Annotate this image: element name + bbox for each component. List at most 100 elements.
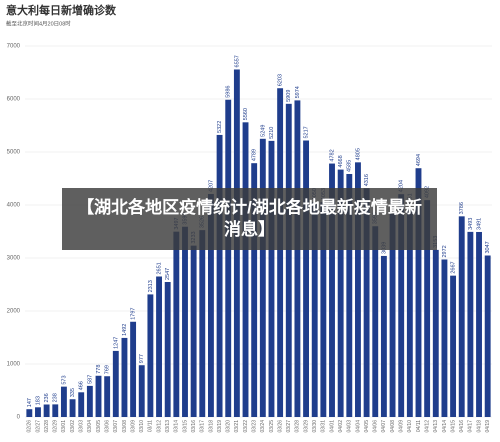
x-tick-label: 03/15 bbox=[182, 420, 188, 433]
bar-value-label: 769 bbox=[105, 365, 111, 374]
x-tick-label: 02/28 bbox=[44, 420, 50, 433]
bar bbox=[112, 350, 119, 417]
bar-value-label: 6203 bbox=[278, 74, 284, 86]
bar bbox=[182, 226, 188, 417]
bar bbox=[329, 163, 335, 417]
bar-value-label: 2651 bbox=[156, 262, 162, 274]
bar-value-label: 4207 bbox=[208, 180, 214, 192]
x-tick-label: 04/18 bbox=[476, 420, 482, 433]
bar-value-label: 4694 bbox=[416, 154, 422, 166]
x-tick-label: 04/19 bbox=[485, 420, 491, 433]
bar bbox=[303, 140, 310, 417]
bar bbox=[277, 88, 284, 417]
bar-value-label: 2547 bbox=[165, 268, 171, 280]
chart-subtitle: 截至北京时间4月20日08时 bbox=[6, 19, 71, 27]
x-tick-label: 03/22 bbox=[243, 420, 249, 433]
bar bbox=[268, 140, 275, 417]
bar bbox=[389, 213, 396, 417]
bar-value-label: 977 bbox=[139, 354, 145, 363]
bar-value-label: 1492 bbox=[122, 324, 128, 336]
bar-value-label: 4805 bbox=[355, 148, 361, 160]
bar bbox=[363, 188, 370, 417]
bar bbox=[130, 321, 137, 417]
bar bbox=[104, 376, 111, 417]
x-tick-label: 04/15 bbox=[450, 420, 456, 433]
bar bbox=[173, 231, 180, 417]
bar bbox=[242, 122, 249, 417]
bar-value-label: 147 bbox=[27, 398, 33, 407]
x-tick-label: 03/08 bbox=[122, 420, 128, 433]
bar bbox=[52, 404, 59, 417]
bar-value-label: 4316 bbox=[364, 174, 370, 186]
bar bbox=[424, 200, 431, 417]
bar bbox=[164, 282, 171, 417]
x-tick-label: 02/27 bbox=[35, 420, 41, 433]
x-tick-label: 04/12 bbox=[424, 420, 430, 433]
bar bbox=[320, 202, 327, 417]
x-tick-label: 04/16 bbox=[459, 420, 465, 433]
bar bbox=[216, 134, 223, 417]
bar-value-label: 6557 bbox=[234, 55, 240, 67]
x-tick-label: 03/28 bbox=[295, 420, 301, 433]
bar bbox=[311, 202, 318, 417]
bar bbox=[156, 276, 162, 417]
bar-value-label: 238 bbox=[53, 393, 59, 402]
y-tick-label: 3000 bbox=[7, 256, 21, 262]
bar-value-label: 1247 bbox=[113, 337, 119, 349]
bar bbox=[138, 365, 145, 417]
bar-value-label: 4668 bbox=[338, 155, 344, 167]
bar-value-label: 2972 bbox=[442, 245, 448, 257]
x-tick-label: 04/13 bbox=[433, 420, 439, 433]
bar bbox=[225, 99, 232, 417]
x-tick-label: 04/06 bbox=[373, 420, 379, 433]
x-tick-label: 03/19 bbox=[217, 420, 223, 433]
bar bbox=[95, 375, 102, 417]
bar bbox=[69, 399, 76, 417]
bar-value-label: 5986 bbox=[226, 85, 232, 97]
bar bbox=[190, 245, 197, 417]
bar bbox=[147, 294, 154, 417]
y-tick-label: 5000 bbox=[7, 150, 21, 156]
bar-value-label: 5322 bbox=[217, 121, 223, 133]
x-tick-label: 02/26 bbox=[27, 420, 33, 433]
bar-value-label: 183 bbox=[35, 396, 41, 405]
bar-value-label: 466 bbox=[79, 381, 85, 390]
bar bbox=[207, 194, 214, 417]
x-tick-label: 04/05 bbox=[364, 420, 370, 433]
bar bbox=[60, 386, 67, 417]
bar-value-label: 4585 bbox=[347, 160, 353, 172]
x-tick-label: 04/02 bbox=[338, 420, 344, 433]
x-tick-label: 04/08 bbox=[390, 420, 396, 433]
bar bbox=[484, 255, 491, 417]
x-tick-label: 04/03 bbox=[347, 420, 353, 433]
bar bbox=[476, 231, 482, 417]
bar-value-label: 3047 bbox=[485, 241, 491, 253]
x-tick-label: 03/03 bbox=[79, 420, 85, 433]
bar-value-label: 3786 bbox=[459, 202, 465, 214]
x-tick-label: 03/23 bbox=[252, 420, 258, 433]
bar bbox=[35, 407, 41, 417]
bar-value-label: 778 bbox=[96, 365, 102, 374]
bar bbox=[285, 103, 292, 417]
x-tick-label: 03/02 bbox=[70, 420, 76, 433]
x-tick-label: 03/24 bbox=[260, 420, 266, 433]
x-tick-label: 03/25 bbox=[269, 420, 275, 433]
x-tick-label: 03/10 bbox=[139, 420, 145, 433]
bar-value-label: 3493 bbox=[468, 218, 474, 230]
x-tick-label: 03/06 bbox=[104, 420, 110, 433]
y-tick-label: 4000 bbox=[7, 203, 21, 209]
x-tick-label: 04/01 bbox=[329, 420, 335, 433]
bar bbox=[380, 255, 387, 417]
bar bbox=[432, 249, 439, 417]
bar-value-label: 2667 bbox=[451, 261, 457, 273]
x-tick-label: 04/09 bbox=[399, 420, 405, 433]
x-tick-label: 04/14 bbox=[442, 420, 448, 433]
x-tick-label: 03/01 bbox=[61, 420, 67, 433]
x-tick-label: 04/10 bbox=[407, 420, 413, 433]
x-tick-label: 04/11 bbox=[416, 420, 422, 432]
bar bbox=[43, 404, 50, 417]
bar bbox=[467, 231, 474, 417]
x-tick-label: 03/29 bbox=[303, 420, 309, 433]
bar-value-label: 5210 bbox=[269, 127, 275, 139]
bar-value-label: 5217 bbox=[304, 126, 310, 138]
